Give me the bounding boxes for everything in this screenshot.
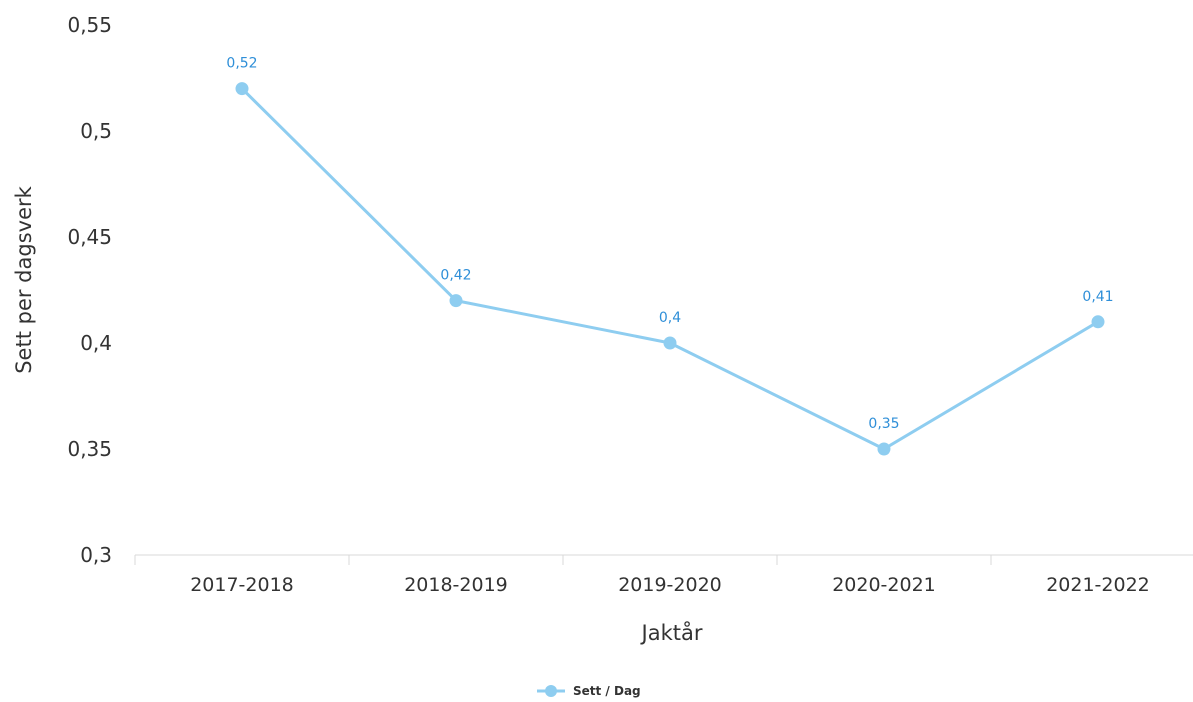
data-labels: 0,52 0,42 0,4 0,35 0,41 (226, 56, 1113, 432)
data-point[interactable] (663, 336, 677, 350)
y-axis-title: Sett per dagsverk (12, 185, 36, 373)
y-tick-label: 0,5 (80, 119, 112, 143)
series-sett-dag (235, 82, 1105, 456)
y-axis-ticks: 0,3 0,35 0,4 0,45 0,5 0,55 (67, 13, 112, 567)
data-label: 0,41 (1082, 289, 1113, 305)
data-label: 0,42 (440, 268, 471, 284)
x-axis-title: Jaktår (640, 620, 703, 645)
data-label: 0,4 (659, 310, 681, 326)
legend-label: Sett / Dag (573, 684, 641, 698)
y-tick-label: 0,45 (67, 225, 112, 249)
y-tick-label: 0,35 (67, 437, 112, 461)
x-tick-label: 2017-2018 (190, 574, 294, 596)
legend-marker-symbol (545, 685, 557, 697)
series-line (240, 87, 1100, 451)
x-axis-labels: 2017-2018 2018-2019 2019-2020 2020-2021 2021… (190, 574, 1150, 596)
y-tick-label: 0,3 (80, 543, 112, 567)
y-tick-label: 0,55 (67, 13, 112, 37)
data-point[interactable] (877, 442, 891, 456)
x-tick-label: 2018-2019 (404, 574, 508, 596)
x-axis-tick-marks (134, 555, 992, 565)
data-point[interactable] (1091, 315, 1105, 329)
data-point[interactable] (235, 82, 249, 96)
y-tick-label: 0,4 (80, 331, 112, 355)
x-tick-label: 2021-2022 (1046, 574, 1150, 596)
legend[interactable]: Sett / Dag (537, 684, 641, 698)
x-tick-label: 2020-2021 (832, 574, 936, 596)
x-tick-label: 2019-2020 (618, 574, 722, 596)
data-label: 0,52 (226, 56, 257, 72)
data-point[interactable] (449, 294, 463, 308)
data-label: 0,35 (868, 416, 899, 432)
